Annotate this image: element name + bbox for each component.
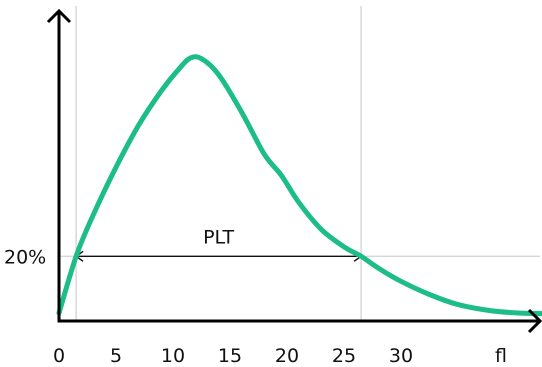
x-tick-label-20: 20 <box>275 345 299 367</box>
measure-label: PLT <box>203 226 234 248</box>
x-axis-arrowhead <box>527 308 542 334</box>
reference-lines <box>57 6 540 321</box>
plt-measure <box>74 250 363 262</box>
x-tick-labels: 0 5 10 15 20 25 30 <box>53 345 413 367</box>
x-tick-label-5: 5 <box>110 345 122 367</box>
series-line-0 <box>56 54 542 317</box>
x-tick-label-30: 30 <box>389 345 413 367</box>
y-axis-arrowhead <box>46 8 72 24</box>
x-tick-label-0: 0 <box>53 345 65 367</box>
x-unit-label: fl <box>495 345 507 367</box>
series-layer <box>56 54 542 317</box>
x-tick-label-25: 25 <box>332 345 356 367</box>
threshold-label: 20% <box>4 246 46 268</box>
x-tick-label-15: 15 <box>218 345 242 367</box>
axes <box>46 8 542 334</box>
x-tick-label-10: 10 <box>161 345 185 367</box>
